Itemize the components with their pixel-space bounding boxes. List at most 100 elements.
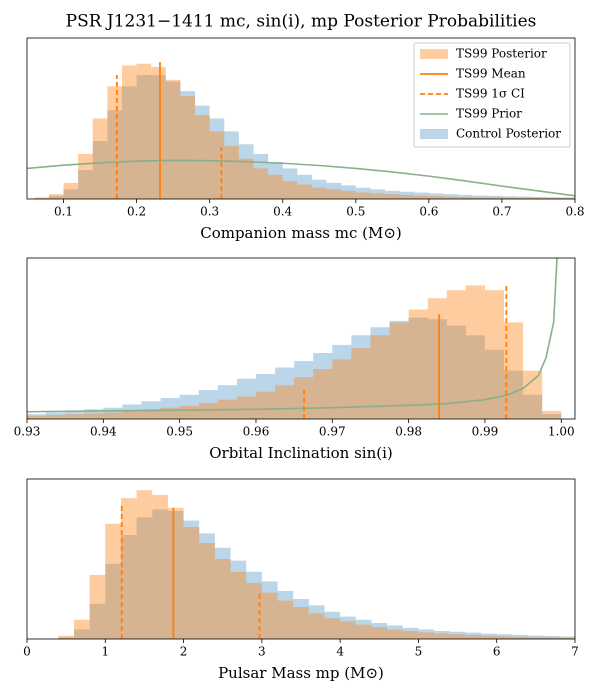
histogram-bar	[542, 410, 562, 419]
histogram-bar	[165, 81, 181, 199]
histogram-bar	[370, 189, 386, 199]
histogram-bar	[136, 63, 152, 199]
histogram-bar	[46, 414, 66, 419]
histogram-bar	[238, 144, 254, 199]
histogram-bar	[528, 635, 544, 639]
histogram-bar	[402, 627, 419, 639]
x-tick-label: 0.6	[419, 205, 438, 219]
histogram-bar	[136, 490, 153, 639]
histogram-bar	[449, 634, 466, 639]
histogram-bar	[443, 196, 459, 199]
histogram-bar	[282, 168, 298, 199]
histogram-bar	[560, 197, 575, 199]
histogram-bar	[58, 637, 74, 639]
histogram-bar	[92, 118, 108, 199]
x-tick-label: 0.94	[90, 425, 117, 439]
x-tick-label: 0.2	[127, 205, 146, 219]
histogram-bar	[261, 592, 278, 639]
histogram-bar	[103, 407, 123, 419]
histogram-bar	[472, 197, 488, 199]
histogram-bar	[504, 370, 524, 419]
histogram-bar	[449, 631, 466, 639]
histogram-bar	[198, 390, 218, 419]
histogram-bar	[434, 633, 450, 639]
histogram-bar	[152, 509, 168, 639]
histogram-bar	[230, 560, 247, 639]
histogram-bar	[198, 402, 218, 419]
x-tick-label: 0.8	[565, 205, 584, 219]
histogram-bar	[389, 322, 409, 419]
histogram-bar	[268, 161, 283, 199]
histogram-bar	[92, 141, 108, 199]
x-tick-label: 0.7	[492, 205, 511, 219]
histogram-bar	[418, 629, 435, 639]
x-axis-label: Orbital Inclination sin(i)	[209, 444, 393, 462]
histogram-bar	[199, 543, 215, 639]
histogram-bar	[481, 633, 497, 639]
histogram-bar	[414, 195, 429, 199]
histogram-bar	[428, 193, 444, 199]
histogram-bar	[78, 170, 93, 199]
histogram-bar	[427, 298, 447, 419]
histogram-bar	[136, 517, 153, 639]
legend-label: Control Posterior	[456, 127, 561, 141]
histogram-bar	[230, 571, 247, 639]
histogram-bar	[214, 559, 231, 639]
histogram-bar	[408, 317, 428, 419]
histogram-bar	[84, 409, 104, 419]
histogram-bar	[465, 635, 482, 639]
histogram-bar	[487, 197, 502, 199]
histogram-bar	[427, 319, 447, 419]
histogram-bar	[48, 195, 64, 199]
histogram-bar	[238, 158, 254, 199]
histogram-bar	[458, 196, 473, 199]
prior-line	[27, 159, 575, 197]
axes-frame	[26, 37, 576, 200]
histogram-bar	[472, 195, 488, 199]
histogram-bar	[48, 194, 64, 199]
histogram-bar	[465, 285, 485, 419]
histogram-bar	[418, 632, 435, 639]
histogram-bar	[543, 637, 560, 639]
histogram-bar	[214, 547, 231, 639]
x-tick-label: 0.97	[319, 425, 346, 439]
histogram-bar	[293, 599, 309, 639]
histogram-bar	[34, 198, 49, 199]
histogram-bar	[308, 613, 325, 639]
legend-label: TS99 Posterior	[456, 47, 547, 61]
x-tick-label: 6	[493, 645, 501, 659]
histogram-bar	[160, 398, 180, 419]
histogram-bar	[63, 182, 79, 199]
histogram-bar	[121, 65, 137, 199]
histogram-bar	[370, 327, 390, 419]
plot-area	[27, 62, 575, 199]
histogram-bar	[371, 623, 388, 639]
histogram-bar	[528, 637, 544, 639]
histogram-bar	[58, 635, 74, 639]
histogram-bar	[458, 194, 473, 199]
histogram-bar	[387, 629, 403, 639]
histogram-bar	[180, 95, 196, 199]
histogram-bar	[516, 197, 532, 199]
histogram-bar	[195, 115, 210, 199]
histogram-bar	[531, 197, 546, 199]
histogram-bar	[559, 636, 575, 639]
histogram-bar	[326, 189, 342, 199]
histogram-bar	[434, 631, 450, 639]
histogram-bar	[355, 624, 372, 639]
plot-area	[58, 490, 575, 639]
legend-box	[413, 42, 571, 148]
histogram-bar	[340, 616, 356, 639]
x-tick-label: 5	[415, 645, 423, 659]
histogram-bar	[120, 535, 137, 639]
histogram-bar	[255, 391, 276, 419]
histogram-bar	[355, 192, 371, 199]
histogram-bar	[183, 520, 200, 639]
histogram-bar	[183, 527, 200, 639]
histogram-bar	[297, 174, 312, 199]
histogram-bar	[370, 335, 390, 419]
histogram-bar	[313, 352, 333, 419]
histogram-bar	[340, 621, 356, 639]
histogram-bar	[501, 196, 517, 199]
histogram-bar	[63, 189, 79, 199]
